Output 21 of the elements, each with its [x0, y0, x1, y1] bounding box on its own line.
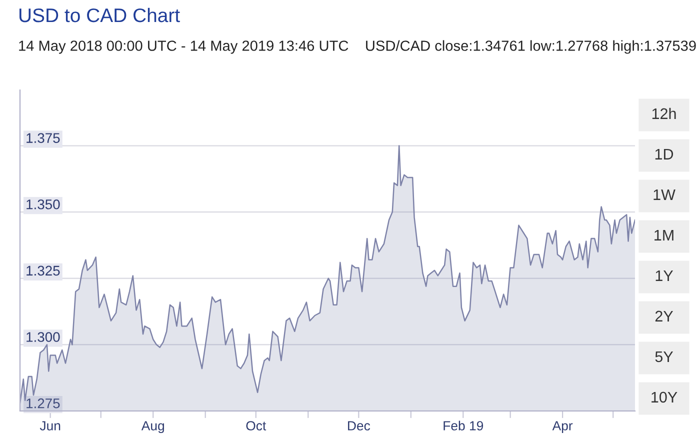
y-tick-label: 1.375 — [26, 133, 60, 143]
y-tick-label: 1.325 — [26, 266, 60, 276]
x-tick-label: Aug — [141, 421, 164, 434]
x-tick-label: Apr — [552, 421, 573, 434]
text: 10Y — [652, 392, 678, 403]
text: 1W — [654, 189, 676, 200]
text: 1M — [654, 230, 674, 240]
text: 12h — [652, 108, 676, 119]
y-tick-label: 1.275 — [26, 398, 60, 408]
x-tick-label: Feb 19 — [444, 420, 484, 430]
text: 1Y — [656, 270, 674, 281]
chart-title: USD to CAD Chart — [20, 8, 180, 22]
y-tick-label: 1.350 — [26, 199, 60, 210]
x-tick-label: Oct — [246, 421, 266, 430]
x-tick-label: Jun — [40, 421, 60, 430]
x-tick-label: Dec — [348, 421, 370, 430]
chart-subtitle: 14 May 2018 00:00 UTC - 14 May 2019 13:46 UTC USD/CAD close:1.34761 low:1.27768 high:1.37539 — [19, 40, 696, 54]
text: 1D — [655, 148, 674, 160]
text: 2Y — [655, 310, 674, 322]
y-tick-label: 1.300 — [26, 332, 60, 342]
text: 5Y — [655, 351, 674, 362]
